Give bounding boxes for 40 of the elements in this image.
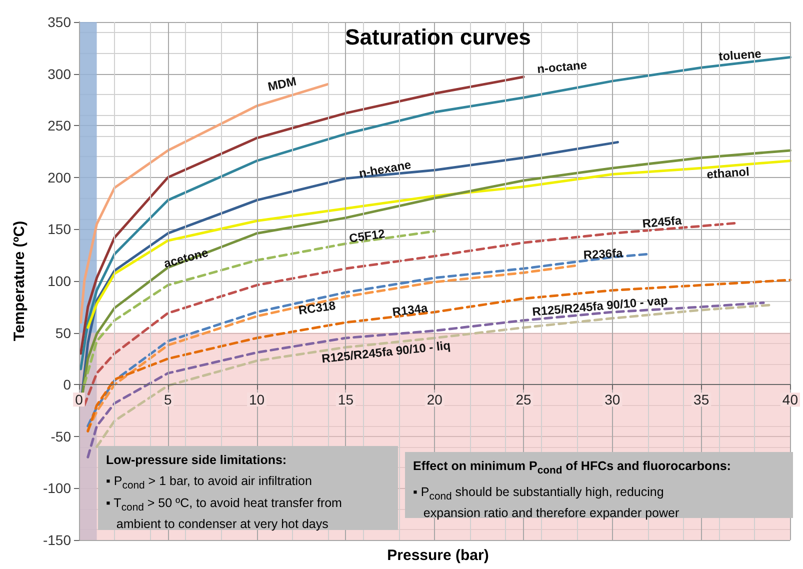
x-tick-label: 15 <box>338 392 354 408</box>
y-tick-label: 300 <box>48 66 72 82</box>
y-axis-title: Temperature (ºC) <box>11 220 28 342</box>
series-label: R125/R245fa 90/10 - vap <box>532 293 668 319</box>
text: R134a <box>392 300 429 320</box>
x-tick-label: 0 <box>75 392 84 408</box>
text: R125/R245fa 90/10 - liq <box>320 338 452 366</box>
series-label: R236fa <box>582 246 624 262</box>
series-label: ethanol <box>706 164 750 182</box>
line-series <box>86 160 792 329</box>
series-label: n-octane <box>536 58 588 76</box>
y-tick-label: 350 <box>48 14 72 30</box>
text: acetone <box>162 245 210 271</box>
chart-title: Saturation curves <box>345 24 531 50</box>
y-tick-label: -150 <box>42 532 72 548</box>
note-box: Low-pressure side limitations: ▪ P$_{cond}$ > 1 bar, to avoid air infiltration ▪ T$_{cond}$ > 50 ºC, to avoid heat transfer from ambient to condenser at very hot days <box>98 446 398 530</box>
text: C5F12 <box>348 226 386 246</box>
series-label: toluene <box>718 46 762 64</box>
x-tick-label: 5 <box>164 392 172 408</box>
x-tick-label: 35 <box>694 392 710 408</box>
y-tick-label: 250 <box>48 118 72 134</box>
x-tick-label: 30 <box>604 392 620 408</box>
line-series <box>83 230 436 386</box>
y-tick-label: 100 <box>48 273 72 289</box>
series-label: R245fa <box>642 213 683 231</box>
x-tick-label: 25 <box>516 392 532 408</box>
x-tick-label: 40 <box>782 392 798 408</box>
text: RC318 <box>298 298 337 318</box>
y-tick-label: 0 <box>63 376 72 393</box>
y-tick-label: 50 <box>55 324 72 341</box>
text: n-hexane <box>358 157 412 180</box>
y-tick-label: -50 <box>50 428 72 444</box>
x-tick-label: 20 <box>426 392 443 408</box>
y-tick-label: 200 <box>48 169 72 186</box>
text: MDM <box>266 74 298 94</box>
y-tick-label: -100 <box>42 480 72 496</box>
y-tick-label: 150 <box>48 221 72 238</box>
x-axis-title: Pressure (bar) <box>387 547 489 564</box>
note-box: Effect on minimum P$_{cond}$ of HFCs and fluorocarbons: ▪ P$_{cond}$ should be substantially high, reducing expansion ratio and therefore expander power <box>405 452 793 518</box>
x-tick-label: 10 <box>249 392 265 408</box>
